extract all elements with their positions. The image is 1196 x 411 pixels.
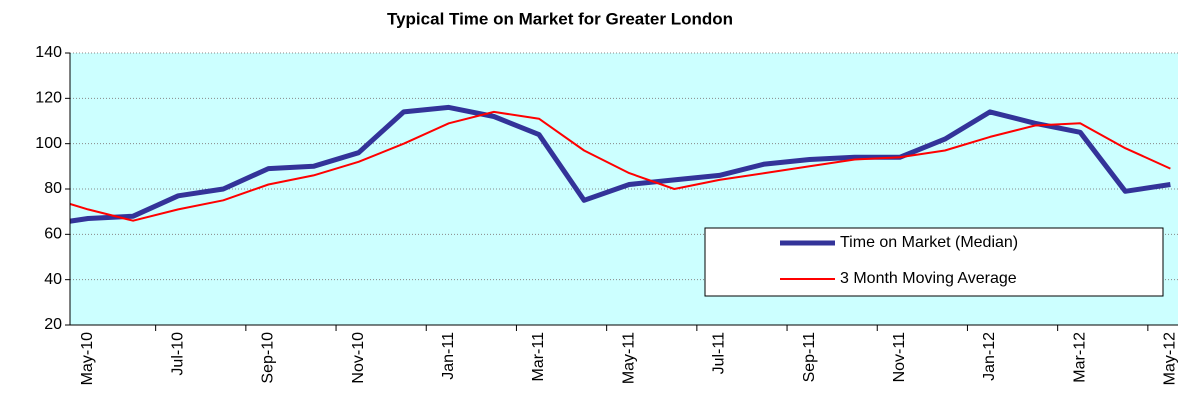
x-tick-label: Nov-10 — [350, 332, 367, 384]
x-tick-label: Jul-11 — [711, 332, 728, 374]
y-tick-label: 20 — [44, 316, 62, 333]
y-tick-label: 60 — [44, 226, 62, 243]
x-tick-label: Jul-10 — [169, 332, 186, 376]
legend — [704, 227, 1164, 297]
chart-title: Typical Time on Market for Greater Londo… — [387, 9, 733, 28]
x-tick-label: Nov-11 — [891, 332, 908, 382]
x-tick-label: May-12 — [1162, 332, 1179, 385]
y-tick-label: 140 — [35, 44, 62, 61]
legend-label: 3 Month Moving Average — [840, 270, 1017, 287]
legend-label: Time on Market (Median) — [840, 234, 1018, 251]
y-tick-label: 100 — [35, 135, 62, 152]
series-line — [70, 110, 1171, 222]
x-tick-label: Sep-11 — [801, 332, 818, 383]
x-tick-label: Jan-12 — [981, 332, 998, 381]
y-tick-label: 40 — [44, 271, 62, 288]
series-line — [70, 104, 1171, 224]
x-tick-label: Sep-10 — [260, 332, 277, 384]
x-tick-label: Jan-11 — [440, 332, 457, 380]
x-tick-label: May-11 — [620, 332, 637, 384]
x-tick-label: Mar-11 — [530, 332, 547, 382]
x-tick-label: Mar-12 — [1071, 332, 1088, 383]
x-tick-label: May-10 — [79, 332, 96, 385]
y-tick-label: 120 — [35, 90, 62, 107]
y-tick-label: 80 — [44, 180, 62, 197]
